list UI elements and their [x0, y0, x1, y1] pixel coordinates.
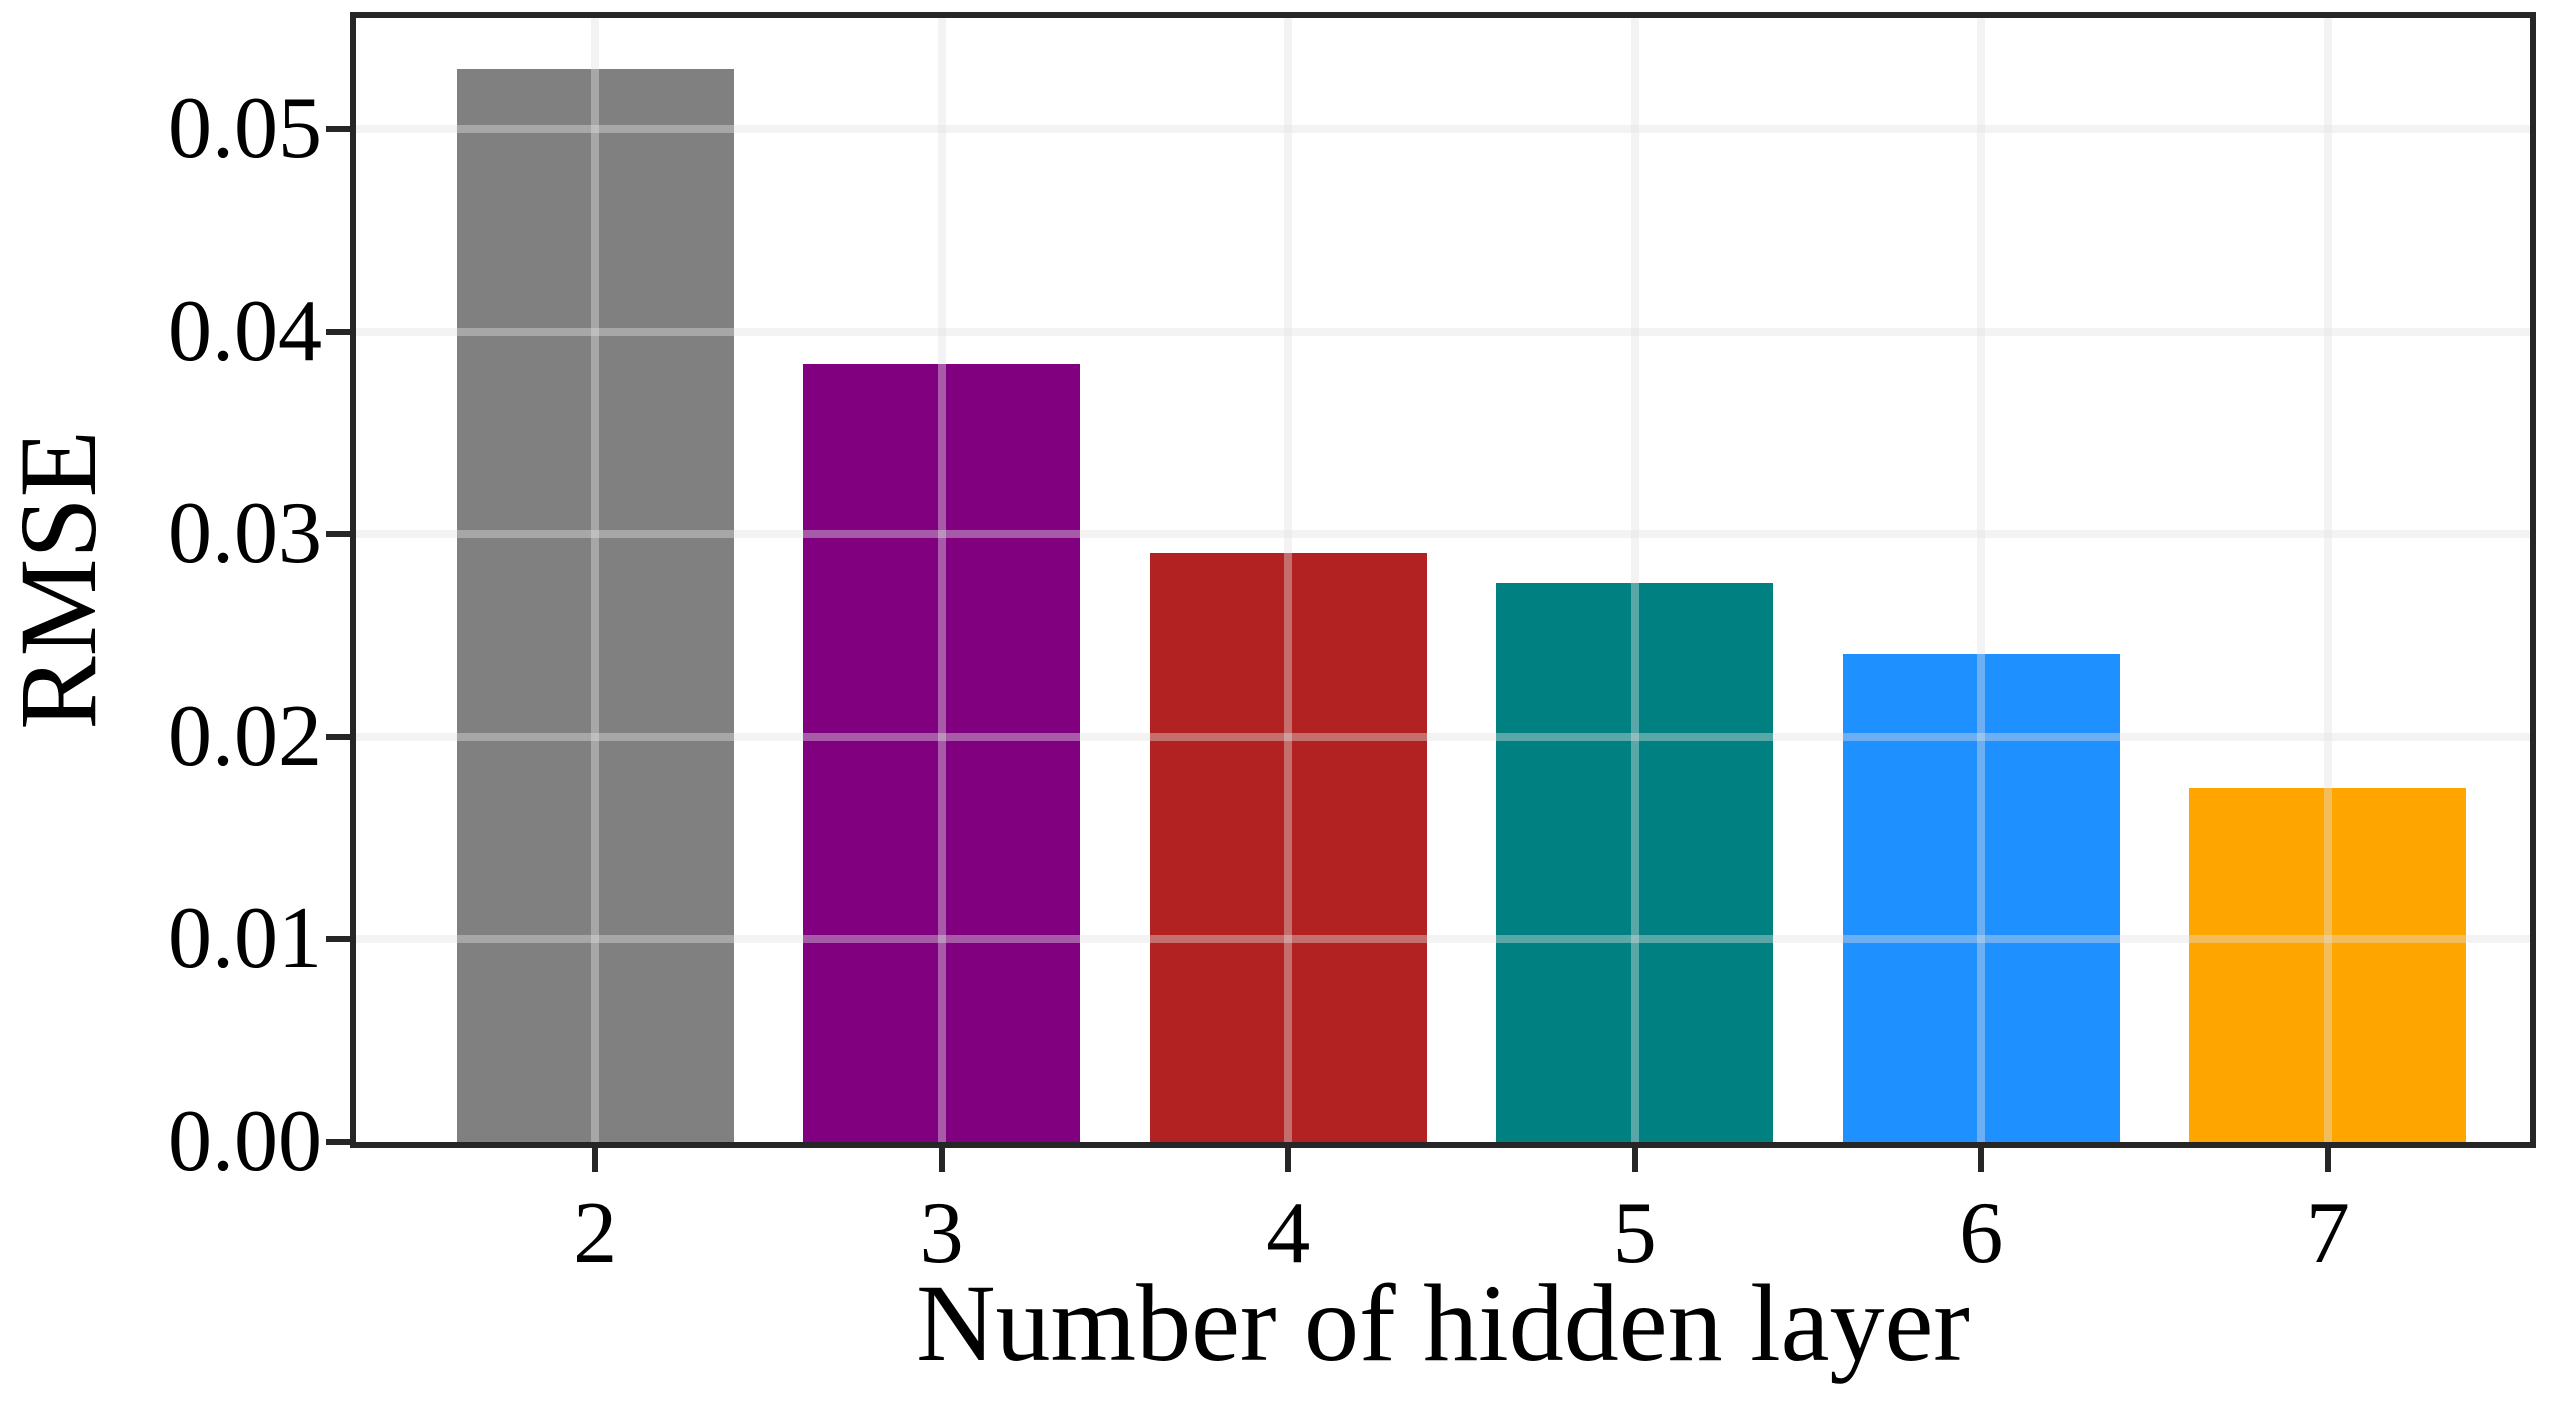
x-tick-label: 5 — [1612, 1185, 1657, 1282]
x-tick-mark — [592, 1148, 599, 1172]
bar — [2189, 787, 2467, 1142]
x-tick-mark — [1631, 1148, 1638, 1172]
plot-area — [350, 12, 2536, 1148]
y-tick-mark — [326, 1139, 350, 1145]
y-tick-mark — [326, 328, 350, 335]
y-tick-label: 0.02 — [168, 687, 322, 785]
x-axis-title: Number of hidden layer — [916, 1262, 1970, 1384]
x-tick-label: 2 — [573, 1185, 618, 1282]
bar — [1496, 583, 1774, 1142]
y-tick-label: 0.01 — [168, 890, 322, 988]
y-tick-mark — [326, 733, 350, 740]
x-tick-mark — [1285, 1148, 1292, 1172]
x-tick-label: 6 — [1959, 1185, 2004, 1282]
plot-inner — [356, 18, 2530, 1142]
x-tick-mark — [938, 1148, 945, 1172]
x-tick-label: 7 — [2305, 1185, 2350, 1282]
x-tick-mark — [2324, 1148, 2331, 1172]
y-tick-mark — [326, 936, 350, 943]
x-tick-mark — [1978, 1148, 1985, 1172]
y-tick-label: 0.04 — [168, 282, 322, 380]
bar — [803, 364, 1081, 1142]
y-tick-label: 0.03 — [168, 485, 322, 583]
bar — [1149, 552, 1427, 1142]
x-tick-label: 3 — [919, 1185, 964, 1282]
bar — [1842, 653, 2120, 1142]
y-tick-mark — [326, 531, 350, 538]
y-tick-mark — [326, 126, 350, 133]
x-tick-label: 4 — [1266, 1185, 1311, 1282]
y-tick-label: 0.05 — [168, 80, 322, 178]
y-axis-title: RMSE — [0, 430, 119, 730]
bar — [456, 68, 734, 1142]
y-tick-label: 0.00 — [168, 1093, 322, 1190]
